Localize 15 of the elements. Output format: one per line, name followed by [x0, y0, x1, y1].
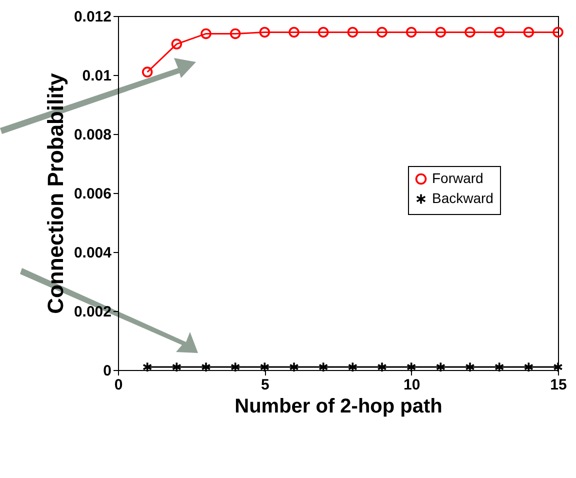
x-tick-label: 10: [403, 376, 420, 394]
y-tick-label: 0.012: [74, 8, 112, 26]
y-axis-title: Connection Probability: [42, 72, 68, 314]
x-tick-label: 15: [550, 376, 567, 394]
y-tick-label: 0.006: [74, 186, 112, 202]
y-tick-label: 0: [103, 362, 112, 380]
x-tick-label: 5: [260, 376, 270, 394]
y-tick-label: 0.002: [74, 304, 112, 320]
x-tick-label: 0: [114, 376, 123, 394]
y-tick-label: 0.01: [82, 68, 112, 84]
legend-label: Backward: [432, 190, 494, 206]
x-axis-title: Number of 2-hop path: [234, 396, 442, 418]
legend-label: Forward: [432, 170, 484, 186]
y-tick-label: 0.004: [74, 244, 112, 262]
y-tick-label: 0.008: [74, 126, 112, 144]
